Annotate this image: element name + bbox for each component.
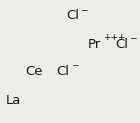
- Text: −: −: [129, 33, 137, 42]
- Text: Pr: Pr: [88, 38, 102, 51]
- Text: Ce: Ce: [25, 65, 43, 78]
- Text: La: La: [6, 94, 21, 107]
- Text: Cl: Cl: [66, 9, 79, 23]
- Text: −: −: [71, 60, 78, 69]
- Text: Cl: Cl: [115, 38, 128, 51]
- Text: Cl: Cl: [56, 65, 69, 78]
- Text: +++: +++: [103, 33, 125, 42]
- Text: −: −: [80, 5, 88, 14]
